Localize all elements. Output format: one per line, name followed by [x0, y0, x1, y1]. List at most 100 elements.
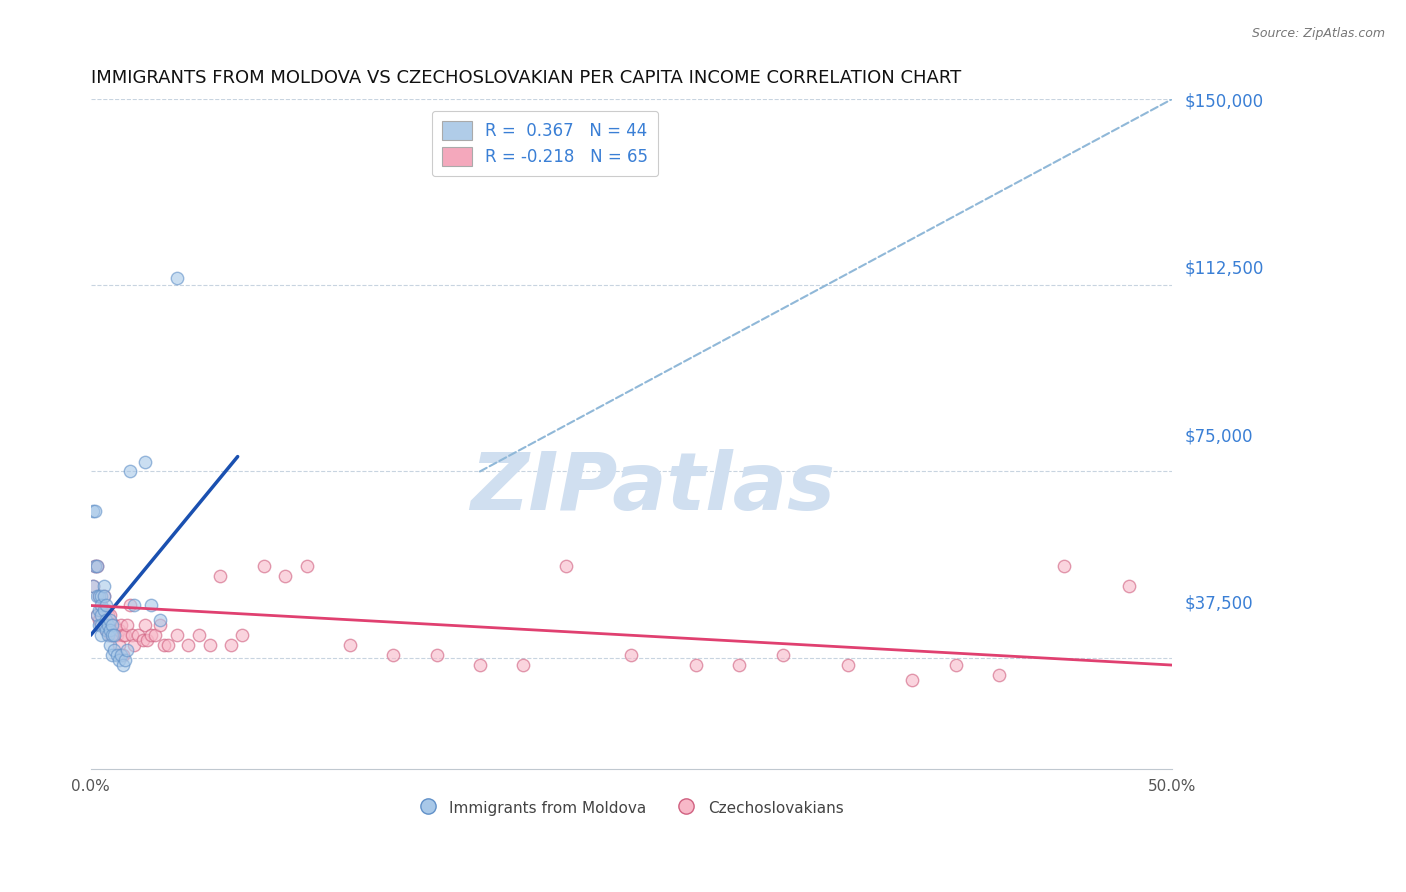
- Legend: Immigrants from Moldova, Czechoslovakians: Immigrants from Moldova, Czechoslovakian…: [413, 794, 849, 822]
- Point: [93, 589, 115, 603]
- Point: [149, 614, 172, 628]
- Point: [837, 658, 859, 673]
- Point: [90, 618, 112, 632]
- Point: [84, 504, 107, 518]
- Point: [772, 648, 794, 662]
- Point: [90, 608, 112, 623]
- Point: [89, 589, 111, 603]
- Point: [93, 618, 115, 632]
- Point: [97, 618, 120, 632]
- Point: [145, 628, 167, 642]
- Point: [118, 465, 141, 479]
- Point: [93, 589, 115, 603]
- Point: [1053, 558, 1076, 573]
- Point: [728, 658, 751, 673]
- Point: [93, 603, 115, 617]
- Point: [103, 618, 125, 632]
- Point: [86, 558, 108, 573]
- Point: [93, 579, 115, 593]
- Point: [141, 628, 163, 642]
- Point: [157, 638, 180, 652]
- Point: [94, 614, 117, 628]
- Point: [187, 628, 209, 642]
- Point: [86, 608, 108, 623]
- Point: [82, 579, 104, 593]
- Point: [426, 648, 449, 662]
- Point: [82, 579, 104, 593]
- Point: [134, 618, 156, 632]
- Point: [105, 648, 128, 662]
- Point: [114, 628, 136, 642]
- Point: [98, 638, 121, 652]
- Point: [103, 628, 125, 642]
- Point: [94, 624, 117, 638]
- Point: [112, 628, 135, 642]
- Point: [110, 618, 132, 632]
- Point: [149, 618, 172, 632]
- Point: [90, 628, 112, 642]
- Point: [685, 658, 707, 673]
- Point: [512, 658, 534, 673]
- Text: Source: ZipAtlas.com: Source: ZipAtlas.com: [1251, 27, 1385, 40]
- Point: [97, 628, 120, 642]
- Point: [98, 628, 121, 642]
- Point: [198, 638, 221, 652]
- Point: [122, 599, 145, 613]
- Point: [1118, 579, 1140, 593]
- Point: [101, 628, 124, 642]
- Point: [107, 624, 129, 638]
- Point: [112, 648, 135, 662]
- Point: [94, 624, 117, 638]
- Point: [90, 603, 112, 617]
- Point: [97, 624, 120, 638]
- Point: [166, 628, 188, 642]
- Point: [101, 628, 124, 642]
- Point: [131, 633, 153, 648]
- Point: [105, 628, 128, 642]
- Text: IMMIGRANTS FROM MOLDOVA VS CZECHOSLOVAKIAN PER CAPITA INCOME CORRELATION CHART: IMMIGRANTS FROM MOLDOVA VS CZECHOSLOVAKI…: [90, 69, 960, 87]
- Point: [274, 568, 297, 582]
- Point: [107, 653, 129, 667]
- Point: [98, 624, 121, 638]
- Point: [84, 558, 107, 573]
- Point: [153, 638, 176, 652]
- Point: [252, 558, 274, 573]
- Point: [468, 658, 491, 673]
- Point: [219, 638, 242, 652]
- Point: [121, 628, 143, 642]
- Point: [86, 558, 108, 573]
- Point: [141, 599, 163, 613]
- Point: [101, 648, 124, 662]
- Point: [231, 628, 253, 642]
- Point: [89, 614, 111, 628]
- Point: [295, 558, 318, 573]
- Point: [987, 668, 1010, 682]
- Point: [97, 608, 120, 623]
- Point: [101, 618, 124, 632]
- Point: [84, 558, 107, 573]
- Point: [117, 618, 139, 632]
- Point: [90, 589, 112, 603]
- Point: [89, 589, 111, 603]
- Point: [555, 558, 578, 573]
- Point: [112, 658, 135, 673]
- Point: [107, 638, 129, 652]
- Point: [135, 633, 157, 648]
- Point: [901, 673, 924, 687]
- Point: [94, 603, 117, 617]
- Point: [89, 603, 111, 617]
- Point: [98, 614, 121, 628]
- Point: [90, 618, 112, 632]
- Point: [339, 638, 361, 652]
- Point: [93, 618, 115, 632]
- Point: [166, 271, 188, 285]
- Point: [98, 608, 121, 623]
- Point: [134, 454, 156, 468]
- Point: [86, 589, 108, 603]
- Point: [620, 648, 643, 662]
- Point: [117, 643, 139, 657]
- Point: [177, 638, 200, 652]
- Text: ZIPatlas: ZIPatlas: [471, 449, 835, 527]
- Point: [90, 599, 112, 613]
- Point: [101, 618, 124, 632]
